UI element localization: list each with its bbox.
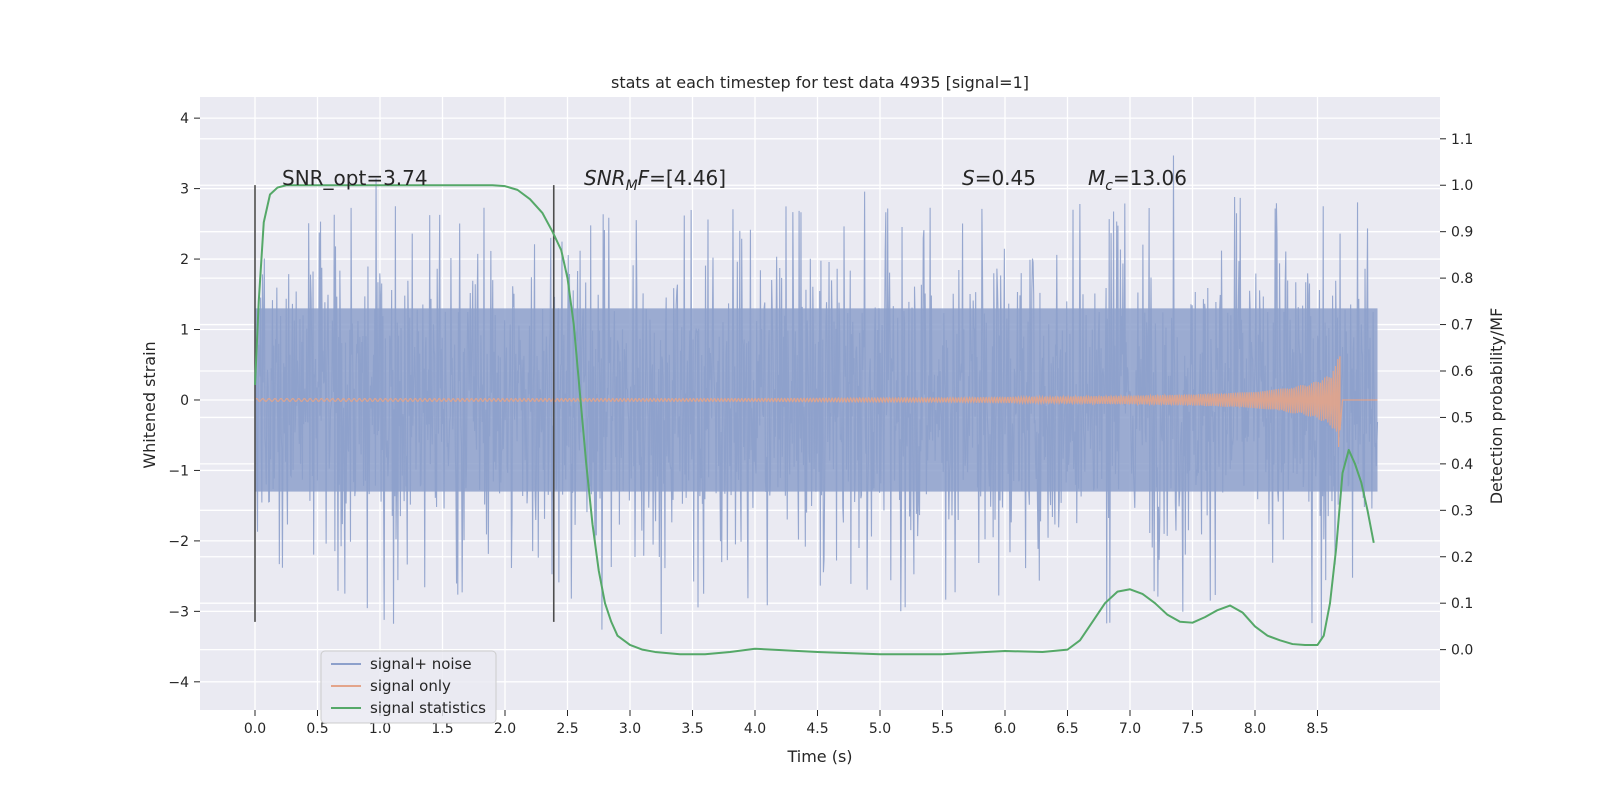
series-signal-statistics bbox=[254, 184, 1375, 656]
snr-mf-value: =[4.46] bbox=[649, 166, 726, 190]
y-right-tick-label: 1.0 bbox=[1451, 178, 1473, 194]
y-right-tick-label: 0.7 bbox=[1451, 318, 1473, 334]
x-axis-label: Time (s) bbox=[786, 747, 852, 766]
x-tick-label: 8.0 bbox=[1244, 721, 1266, 737]
signal-trace bbox=[254, 356, 1378, 448]
y-right-tick-label: 0.4 bbox=[1451, 457, 1473, 473]
legend-label-signal-noise: signal+ noise bbox=[370, 655, 472, 673]
statistics-line bbox=[254, 184, 1375, 656]
mc-main: M bbox=[1088, 166, 1105, 190]
y-tick-label: −1 bbox=[168, 463, 189, 479]
y-right-tick-label: 0.6 bbox=[1451, 364, 1473, 380]
noise-trace bbox=[254, 155, 1379, 639]
s-value: =0.45 bbox=[975, 166, 1036, 190]
mc-value: =13.06 bbox=[1113, 166, 1187, 190]
x-tick-label: 1.0 bbox=[369, 721, 391, 737]
annotation-mc: Mc=13.06 bbox=[1088, 166, 1187, 194]
x-tick-label: 3.5 bbox=[681, 721, 703, 737]
x-tick-label: 3.0 bbox=[619, 721, 641, 737]
snr-mf-f: F bbox=[638, 166, 650, 190]
x-tick-label: 1.5 bbox=[431, 721, 453, 737]
x-tick-label: 8.5 bbox=[1306, 721, 1328, 737]
series-signal-only bbox=[254, 356, 1378, 448]
mc-sub: c bbox=[1105, 178, 1113, 194]
x-axis: 0.0 0.5 1.0 1.5 2.0 2.5 3.0 3.5 4.0 4.5 5.0 5.5 6.0 6… bbox=[244, 710, 1329, 737]
plot-content bbox=[254, 155, 1379, 656]
x-tick-label: 2.5 bbox=[556, 721, 578, 737]
y-axis-right-label: Detection probability/MF bbox=[1487, 308, 1506, 505]
x-tick-label: 0.5 bbox=[306, 721, 328, 737]
y-right-tick-label: 1.1 bbox=[1451, 132, 1473, 148]
y-right-tick-label: 0.3 bbox=[1451, 503, 1473, 519]
x-tick-label: 0.0 bbox=[244, 721, 266, 737]
y-tick-label: −4 bbox=[168, 675, 189, 691]
legend-label-signal-only: signal only bbox=[370, 677, 451, 695]
y-axis-right: 1.1 1.0 0.9 0.8 0.7 0.6 0.5 0.4 0.3 0.2 0.1 0.0 bbox=[1440, 132, 1473, 659]
vertical-markers bbox=[254, 185, 555, 622]
y-axis-left: 4 3 2 1 0 −1 −2 −3 −4 bbox=[168, 111, 200, 691]
y-right-tick-label: 0.8 bbox=[1451, 271, 1473, 287]
snr-mf-sub: M bbox=[626, 178, 638, 194]
y-tick-label: 4 bbox=[180, 111, 189, 127]
y-tick-label: −2 bbox=[168, 534, 189, 550]
s-symbol: S bbox=[962, 166, 975, 190]
x-tick-label: 5.0 bbox=[869, 721, 891, 737]
annotation-s: S=0.45 bbox=[962, 166, 1036, 190]
x-tick-label: 5.5 bbox=[931, 721, 953, 737]
y-right-tick-label: 0.2 bbox=[1451, 550, 1473, 566]
snr-mf-main: SNR bbox=[584, 166, 626, 190]
chart-title: stats at each timestep for test data 493… bbox=[611, 73, 1029, 92]
x-tick-label: 7.0 bbox=[1119, 721, 1141, 737]
y-tick-label: 3 bbox=[180, 182, 189, 198]
x-tick-label: 4.0 bbox=[744, 721, 766, 737]
y-tick-label: 1 bbox=[180, 323, 189, 339]
y-right-tick-label: 0.9 bbox=[1451, 225, 1473, 241]
y-right-tick-label: 0.5 bbox=[1451, 410, 1473, 426]
y-right-tick-label: 0.0 bbox=[1451, 643, 1473, 659]
x-tick-label: 6.5 bbox=[1056, 721, 1078, 737]
legend: signal+ noise signal only signal statist… bbox=[320, 650, 497, 724]
legend-box bbox=[320, 650, 497, 724]
annotation-snr-opt: SNR_opt=3.74 bbox=[282, 166, 428, 190]
y-tick-label: 2 bbox=[180, 252, 189, 268]
x-tick-label: 7.5 bbox=[1181, 721, 1203, 737]
y-axis-label: Whitened strain bbox=[140, 341, 159, 468]
x-tick-label: 6.0 bbox=[994, 721, 1016, 737]
y-tick-label: −3 bbox=[168, 604, 189, 620]
y-right-tick-label: 0.1 bbox=[1451, 596, 1473, 612]
annotation-snr-mf: SNRMF=[4.46] bbox=[584, 166, 726, 194]
x-tick-label: 4.5 bbox=[806, 721, 828, 737]
x-tick-label: 2.0 bbox=[494, 721, 516, 737]
y-tick-label: 0 bbox=[180, 393, 189, 409]
legend-label-signal-statistics: signal statistics bbox=[370, 699, 486, 717]
